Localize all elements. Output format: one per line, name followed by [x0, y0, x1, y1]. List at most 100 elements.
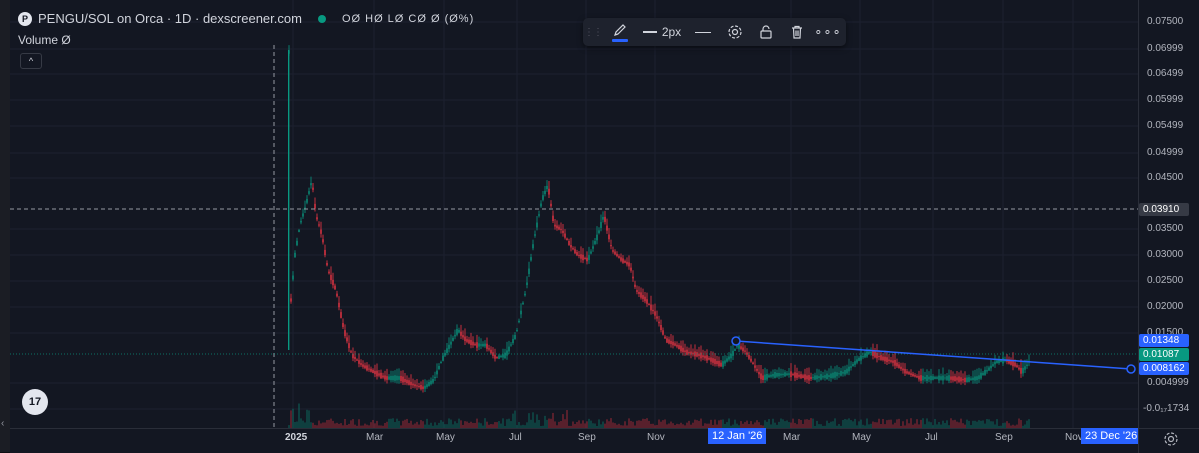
candle-body [446, 348, 448, 353]
candle-body [324, 249, 326, 256]
volume-bar [880, 424, 882, 428]
trendline[interactable] [735, 340, 1132, 370]
candle-body [604, 216, 606, 222]
volume-bar [984, 423, 986, 428]
settings-button[interactable] [719, 18, 750, 46]
time-axis[interactable] [10, 428, 1138, 453]
trendline-start-handle[interactable] [731, 336, 741, 346]
drag-handle[interactable]: ⋮⋮ [584, 26, 603, 38]
volume-bar [648, 420, 650, 428]
volume-bar [620, 425, 622, 428]
volume-bar [600, 424, 602, 428]
candle-body [290, 298, 292, 302]
candle-body [892, 360, 894, 363]
time-tick-label: Mar [366, 432, 384, 443]
candle-body [948, 375, 950, 381]
drawing-toolbar: ⋮⋮ 2px ∘∘∘ [583, 18, 846, 46]
volume-bar [930, 422, 932, 428]
candle-body [428, 382, 430, 386]
candle-body [844, 370, 846, 375]
volume-bar [464, 421, 466, 428]
time-tick-label: Sep [578, 432, 596, 443]
volume-bar [950, 418, 952, 428]
candle-body [354, 356, 356, 360]
volume-legend[interactable]: Volume Ø [18, 33, 71, 47]
volume-bar [524, 425, 526, 428]
candle-body [1014, 362, 1016, 367]
trendline-end-handle[interactable] [1126, 364, 1136, 374]
candle-body [326, 263, 328, 266]
candle-body [734, 349, 736, 351]
candlestick-chart[interactable] [10, 0, 1138, 428]
candle-body [376, 370, 378, 377]
candle-body [422, 386, 424, 389]
lock-button[interactable] [750, 18, 781, 46]
volume-bar [516, 425, 518, 428]
candle-body [430, 380, 432, 385]
time-tick-label: Jul [925, 432, 938, 443]
volume-bar [660, 421, 662, 428]
candle-body [402, 376, 404, 383]
volume-bar [732, 424, 734, 428]
candle-body [904, 368, 906, 374]
candle-body [768, 375, 770, 378]
time-tick-label: Nov [647, 432, 665, 443]
candle-body [826, 373, 828, 380]
chart-settings-icon[interactable] [1163, 431, 1179, 447]
candle-body [574, 249, 576, 254]
volume-bar [436, 425, 438, 428]
volume-bar [762, 425, 764, 428]
volume-bar [470, 421, 472, 428]
volume-bar [562, 414, 564, 428]
candle-body [296, 240, 298, 246]
price-tick-label: 0.06999 [1147, 43, 1184, 54]
volume-bar [382, 425, 384, 428]
volume-bar [802, 423, 804, 428]
candle-body [420, 384, 422, 390]
chart-pane[interactable] [10, 0, 1138, 428]
delete-button[interactable] [781, 18, 812, 46]
candle-body [546, 185, 548, 190]
volume-bar [288, 425, 290, 428]
candle-body [438, 365, 440, 370]
volume-bar [396, 418, 398, 428]
symbol-title[interactable]: PENGU/SOL on Orca · 1D · dexscreener.com [38, 11, 302, 26]
volume-bar [728, 418, 730, 428]
candle-body [706, 355, 708, 361]
expand-left-icon[interactable]: ‹ [1, 418, 5, 429]
volume-bar [774, 422, 776, 428]
candle-body [530, 257, 532, 261]
volume-bar [990, 421, 992, 428]
volume-bar [442, 421, 444, 428]
volume-bar [856, 425, 858, 428]
line-style-selector[interactable] [687, 18, 719, 46]
volume-bar [482, 425, 484, 428]
volume-bar [570, 425, 572, 428]
candle-body [950, 376, 952, 380]
color-button[interactable] [603, 18, 637, 46]
volume-bar [606, 419, 608, 428]
volume-bar [956, 421, 958, 428]
volume-bar [368, 425, 370, 428]
candle-body [814, 375, 816, 380]
collapse-legend-button[interactable]: ^ [20, 53, 42, 69]
volume-bar [670, 421, 672, 428]
candle-body [434, 376, 436, 379]
candle-body [888, 359, 890, 362]
volume-bar [490, 424, 492, 428]
more-button[interactable]: ∘∘∘ [812, 18, 844, 46]
tradingview-logo[interactable]: 17 [22, 389, 48, 415]
candle-body [562, 230, 564, 233]
candle-body [408, 380, 410, 385]
volume-bar [842, 419, 844, 428]
volume-bar [992, 421, 994, 428]
line-width-selector[interactable]: 2px [637, 18, 687, 46]
candle-body [962, 378, 964, 381]
candle-body [854, 361, 856, 365]
candle-body [678, 345, 680, 350]
candle-body [878, 355, 880, 358]
volume-bar [320, 423, 322, 428]
volume-bar [508, 418, 510, 428]
candle-body [770, 374, 772, 377]
candle-body [346, 337, 348, 342]
